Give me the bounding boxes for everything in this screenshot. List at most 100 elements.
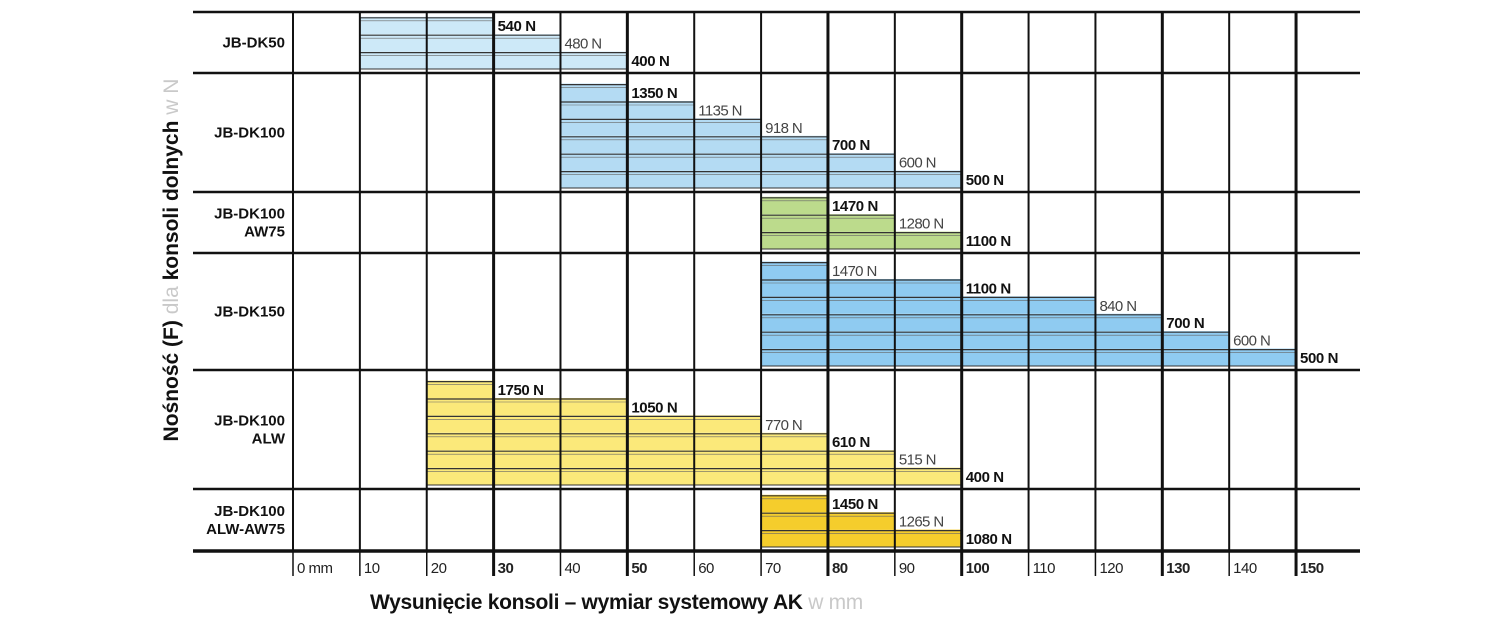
- bar-band: [827, 153, 895, 171]
- value-label: 700 N: [832, 137, 870, 154]
- x-tick-label: 80: [832, 560, 848, 577]
- bar-band: [560, 51, 628, 69]
- bar-band: [1229, 348, 1297, 366]
- bar-band: [761, 348, 828, 366]
- bar-band: [761, 214, 828, 232]
- value-label: 770 N: [765, 417, 802, 434]
- row-label: JB-DK100: [214, 125, 285, 142]
- bar-band: [627, 153, 695, 171]
- bar-band: [627, 135, 695, 154]
- bar-band: [761, 512, 828, 530]
- bar-band: [426, 467, 494, 485]
- bar-band: [426, 450, 494, 468]
- value-label: 840 N: [1099, 298, 1136, 315]
- row-label: JB-DK100: [214, 503, 285, 520]
- value-label: 1350 N: [631, 85, 677, 102]
- bar-band: [827, 467, 895, 485]
- x-tick-label: 70: [765, 560, 781, 577]
- bar-band: [827, 529, 895, 547]
- bar-band: [694, 118, 762, 136]
- bar-band: [827, 170, 895, 188]
- bar-band: [761, 231, 828, 249]
- bar-band: [426, 415, 494, 433]
- bar-band: [493, 34, 561, 52]
- bar-band: [761, 494, 828, 513]
- bar-band: [761, 135, 828, 154]
- bar-band: [560, 83, 628, 101]
- bar-band: [694, 135, 762, 154]
- bar-band: [560, 101, 628, 119]
- x-tick-label: 20: [431, 560, 447, 577]
- x-tick-label: 100: [966, 560, 990, 577]
- bar-band: [761, 296, 828, 314]
- bar-band: [426, 398, 494, 416]
- value-label: 400 N: [966, 469, 1004, 486]
- row-label: JB-DK50: [222, 35, 285, 52]
- value-label: 1280 N: [899, 216, 944, 233]
- bar-band: [761, 170, 828, 188]
- bar-band: [761, 261, 828, 279]
- bar-band: [827, 450, 895, 468]
- row-label: ALW: [252, 431, 286, 448]
- value-label: 600 N: [899, 155, 936, 172]
- value-label: 1265 N: [899, 514, 944, 531]
- y-axis-title: Nośność (F) dla konsoli dolnych w N: [160, 78, 183, 442]
- bar-band: [560, 118, 628, 136]
- bar-band: [761, 529, 828, 547]
- value-label: 610 N: [832, 434, 870, 451]
- x-tick-label: 140: [1233, 560, 1257, 577]
- x-axis-title: Wysunięcie konsoli – wymiar systemowy AK…: [370, 591, 864, 614]
- value-label: 918 N: [765, 120, 802, 137]
- x-tick-label: 60: [698, 560, 714, 577]
- bar-band: [560, 170, 628, 188]
- bar-band: [1162, 348, 1230, 366]
- value-label: 540 N: [498, 18, 536, 35]
- bar-band: [894, 529, 962, 547]
- x-tick-label: 10: [364, 560, 380, 577]
- bar-band: [426, 432, 494, 451]
- bar-band: [894, 170, 962, 188]
- bar-band: [761, 313, 828, 332]
- bar-band: [627, 101, 695, 119]
- x-tick-label: 0 mm: [297, 560, 333, 577]
- row-label: AW75: [244, 224, 285, 241]
- bar-band: [761, 196, 828, 215]
- value-label: 1470 N: [832, 198, 878, 215]
- bar-band: [761, 331, 828, 349]
- value-label: 1470 N: [832, 263, 877, 280]
- row-label: JB-DK100: [214, 206, 285, 223]
- bar-band: [627, 118, 695, 136]
- value-label: 515 N: [899, 452, 936, 469]
- value-label: 1100 N: [966, 280, 1011, 297]
- bar-band: [493, 51, 561, 69]
- bar-band: [761, 450, 828, 468]
- value-label: 500 N: [966, 172, 1004, 189]
- value-label: 1050 N: [631, 399, 677, 416]
- value-label: 480 N: [564, 36, 601, 53]
- value-label: 1080 N: [966, 531, 1012, 548]
- x-tick-label: 110: [1033, 560, 1056, 577]
- bar-band: [827, 231, 895, 249]
- bar-band: [1095, 313, 1163, 332]
- x-tick-label: 90: [899, 560, 915, 577]
- bar-band: [827, 214, 895, 232]
- bar-band: [694, 170, 762, 188]
- bar-band: [761, 279, 828, 297]
- bar-band: [560, 153, 628, 171]
- bar-band: [894, 467, 962, 485]
- bar-band: [827, 512, 895, 530]
- row-label: ALW-AW75: [206, 521, 285, 538]
- bar-band: [1095, 331, 1163, 349]
- x-tick-label: 120: [1099, 560, 1123, 577]
- bar-band: [560, 135, 628, 154]
- bar-band: [761, 153, 828, 171]
- value-label: 400 N: [631, 53, 669, 70]
- bar-band: [694, 153, 762, 171]
- value-label: 1750 N: [498, 382, 544, 399]
- x-tick-label: 50: [631, 560, 647, 577]
- value-label: 1100 N: [966, 233, 1011, 250]
- row-label: JB-DK150: [214, 304, 285, 321]
- x-tick-label: 30: [498, 560, 514, 577]
- value-label: 1450 N: [832, 496, 878, 513]
